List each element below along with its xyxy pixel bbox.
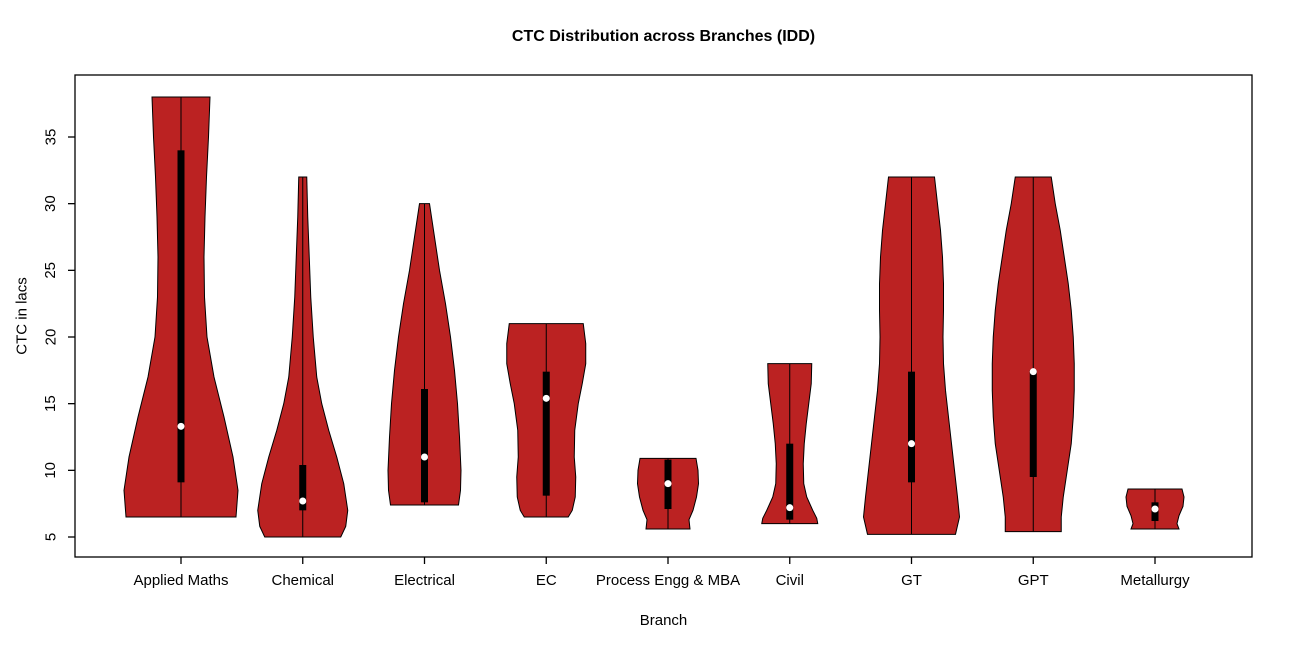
iqr-box xyxy=(177,150,185,483)
y-tick-label: 20 xyxy=(42,329,59,346)
median-dot xyxy=(1151,505,1159,513)
y-tick-label: 35 xyxy=(42,129,59,146)
x-tick-label: Civil xyxy=(776,572,804,589)
x-tick-label: Metallurgy xyxy=(1120,572,1190,589)
median-dot xyxy=(421,453,428,461)
y-axis-label: CTC in lacs xyxy=(13,277,31,355)
iqr-box xyxy=(299,465,307,511)
x-axis-label: Branch xyxy=(639,612,688,629)
violin-applied-maths xyxy=(123,96,239,518)
x-tick-label: Applied Maths xyxy=(133,572,228,589)
median-dot xyxy=(908,440,915,448)
x-tick-label: GPT xyxy=(1018,572,1049,589)
violin-process-engg-mba xyxy=(636,457,700,530)
x-tick-label: Chemical xyxy=(271,572,334,589)
y-tick-label: 5 xyxy=(42,533,59,541)
violin-ec xyxy=(506,323,587,518)
median-dot xyxy=(664,480,672,488)
y-tick-label: 15 xyxy=(42,395,59,412)
violin-gt xyxy=(862,176,961,535)
median-dot xyxy=(542,394,550,402)
chart-title: CTC Distribution across Branches (IDD) xyxy=(511,28,816,45)
iqr-box xyxy=(542,371,550,496)
iqr-box xyxy=(421,389,428,503)
median-dot xyxy=(1029,368,1037,376)
violin-gpt xyxy=(991,176,1075,533)
x-tick-label: Electrical xyxy=(394,572,455,589)
violin-chemical xyxy=(257,176,349,538)
violin-electrical xyxy=(387,203,462,506)
y-tick-label: 30 xyxy=(42,195,59,212)
median-dot xyxy=(299,497,307,505)
median-dot xyxy=(786,504,794,512)
median-dot xyxy=(177,422,185,430)
iqr-box xyxy=(1029,370,1037,477)
y-tick-label: 25 xyxy=(42,262,59,279)
violin-civil xyxy=(761,363,819,525)
iqr-box xyxy=(908,371,915,483)
plot-border xyxy=(74,74,1253,558)
x-tick-label: EC xyxy=(536,572,557,589)
x-tick-label: GT xyxy=(901,572,922,589)
y-tick-label: 10 xyxy=(42,462,59,479)
iqr-box xyxy=(786,443,794,520)
x-tick-label: Process Engg & MBA xyxy=(596,572,740,589)
violin-metallurgy xyxy=(1125,488,1185,530)
